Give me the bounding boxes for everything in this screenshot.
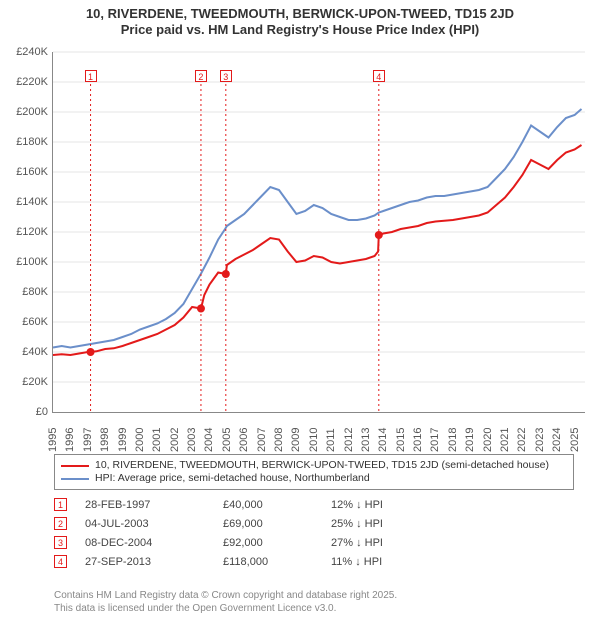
x-tick-label: 2001 [151, 428, 163, 452]
sale-row-marker: 3 [54, 536, 67, 549]
y-tick-label: £140K [4, 196, 48, 208]
sale-price: £92,000 [223, 537, 313, 549]
title-line-2: Price paid vs. HM Land Registry's House … [0, 22, 600, 38]
legend-item: HPI: Average price, semi-detached house,… [61, 472, 567, 485]
legend-swatch [61, 465, 89, 467]
sale-price: £118,000 [223, 556, 313, 568]
chart-title: 10, RIVERDENE, TWEEDMOUTH, BERWICK-UPON-… [0, 0, 600, 39]
x-tick-label: 2011 [325, 428, 337, 452]
x-tick-label: 2015 [395, 428, 407, 452]
y-tick-label: £0 [4, 406, 48, 418]
x-tick-label: 2025 [569, 428, 581, 452]
sale-row: 3 08-DEC-2004 £92,000 27% ↓ HPI [54, 536, 574, 549]
x-tick-label: 2006 [238, 428, 250, 452]
sale-date: 08-DEC-2004 [85, 537, 205, 549]
y-tick-label: £60K [4, 316, 48, 328]
x-tick-label: 2013 [360, 428, 372, 452]
legend-label: HPI: Average price, semi-detached house,… [95, 472, 370, 485]
x-tick-label: 2008 [273, 428, 285, 452]
sale-diff: 27% ↓ HPI [331, 537, 574, 549]
plot-area: 1 2 3 4 [52, 52, 585, 413]
y-tick-label: £40K [4, 346, 48, 358]
y-tick-label: £80K [4, 286, 48, 298]
x-tick-label: 2012 [343, 428, 355, 452]
sale-row-marker: 4 [54, 555, 67, 568]
y-tick-label: £220K [4, 76, 48, 88]
legend-swatch [61, 478, 89, 480]
sale-row: 1 28-FEB-1997 £40,000 12% ↓ HPI [54, 498, 574, 511]
y-tick-label: £240K [4, 46, 48, 58]
x-tick-label: 2018 [447, 428, 459, 452]
footnote: Contains HM Land Registry data © Crown c… [54, 590, 574, 615]
footnote-line-1: Contains HM Land Registry data © Crown c… [54, 590, 574, 603]
x-tick-label: 2000 [134, 428, 146, 452]
sale-date: 04-JUL-2003 [85, 518, 205, 530]
x-tick-label: 2014 [377, 428, 389, 452]
x-tick-label: 2016 [412, 428, 424, 452]
y-tick-label: £120K [4, 226, 48, 238]
chart-marker-2: 2 [195, 70, 207, 82]
x-tick-label: 2020 [482, 428, 494, 452]
x-tick-label: 2017 [429, 428, 441, 452]
chart-marker-4: 4 [373, 70, 385, 82]
x-tick-label: 2009 [290, 428, 302, 452]
sale-price: £40,000 [223, 499, 313, 511]
y-tick-label: £160K [4, 166, 48, 178]
sale-row: 4 27-SEP-2013 £118,000 11% ↓ HPI [54, 555, 574, 568]
x-tick-label: 2002 [169, 428, 181, 452]
chart-marker-3: 3 [220, 70, 232, 82]
x-tick-label: 2004 [203, 428, 215, 452]
sale-row-marker: 1 [54, 498, 67, 511]
sale-diff: 11% ↓ HPI [331, 556, 574, 568]
x-tick-label: 2024 [551, 428, 563, 452]
y-tick-label: £20K [4, 376, 48, 388]
sale-date: 27-SEP-2013 [85, 556, 205, 568]
sale-price: £69,000 [223, 518, 313, 530]
legend-label: 10, RIVERDENE, TWEEDMOUTH, BERWICK-UPON-… [95, 459, 549, 472]
x-tick-label: 1999 [117, 428, 129, 452]
series-price_paid [53, 145, 582, 355]
chart-marker-1: 1 [85, 70, 97, 82]
y-tick-label: £180K [4, 136, 48, 148]
sale-diff: 25% ↓ HPI [331, 518, 574, 530]
x-tick-label: 1998 [99, 428, 111, 452]
x-tick-label: 2003 [186, 428, 198, 452]
chart-canvas [53, 52, 585, 412]
x-tick-label: 1997 [82, 428, 94, 452]
x-tick-label: 2010 [308, 428, 320, 452]
x-tick-label: 2022 [516, 428, 528, 452]
footnote-line-2: This data is licensed under the Open Gov… [54, 603, 574, 616]
sales-table: 1 28-FEB-1997 £40,000 12% ↓ HPI 2 04-JUL-2003… [54, 498, 574, 574]
x-tick-label: 2023 [534, 428, 546, 452]
x-tick-label: 2007 [256, 428, 268, 452]
x-tick-label: 1996 [64, 428, 76, 452]
x-tick-label: 2021 [499, 428, 511, 452]
title-line-1: 10, RIVERDENE, TWEEDMOUTH, BERWICK-UPON-… [0, 6, 600, 22]
sale-diff: 12% ↓ HPI [331, 499, 574, 511]
sale-row: 2 04-JUL-2003 £69,000 25% ↓ HPI [54, 517, 574, 530]
y-tick-label: £200K [4, 106, 48, 118]
legend: 10, RIVERDENE, TWEEDMOUTH, BERWICK-UPON-… [54, 454, 574, 490]
x-tick-label: 2005 [221, 428, 233, 452]
sale-date: 28-FEB-1997 [85, 499, 205, 511]
series-hpi [53, 109, 582, 348]
y-tick-label: £100K [4, 256, 48, 268]
x-tick-label: 2019 [464, 428, 476, 452]
x-tick-label: 1995 [47, 428, 59, 452]
sale-row-marker: 2 [54, 517, 67, 530]
legend-item: 10, RIVERDENE, TWEEDMOUTH, BERWICK-UPON-… [61, 459, 567, 472]
